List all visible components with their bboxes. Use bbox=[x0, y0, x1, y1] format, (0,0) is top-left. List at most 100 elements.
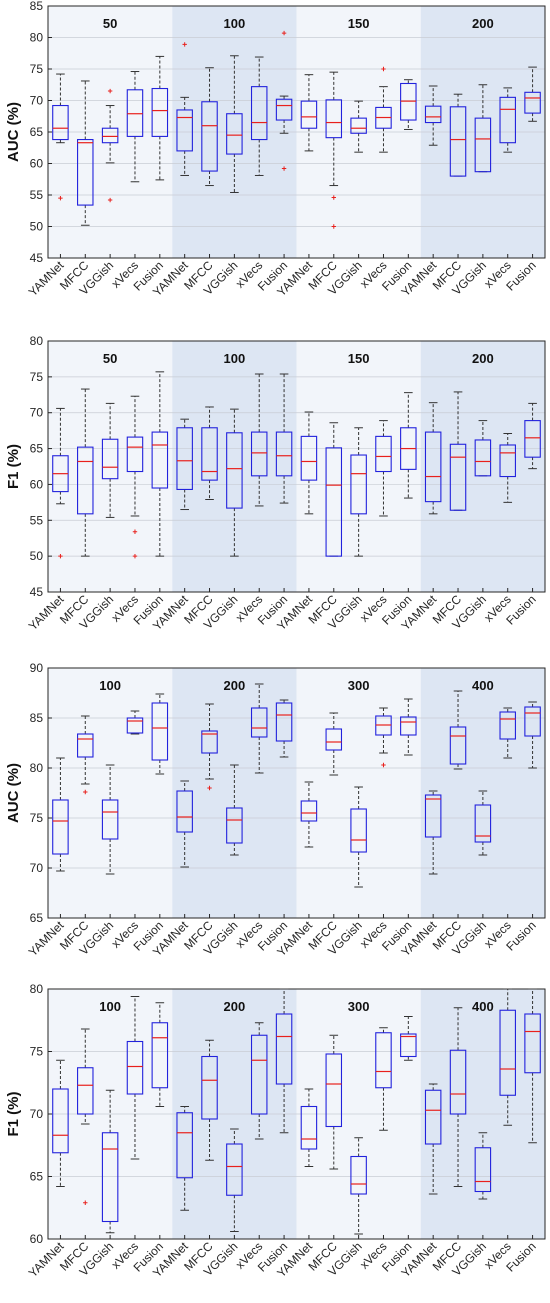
box-iqr bbox=[300, 1105, 318, 1150]
group-label-200: 200 bbox=[224, 678, 246, 693]
chart-panel-4: 60 65 70 75 80 F1 (%) 100 YAMNet MFCC VGGish xVecs… bbox=[0, 981, 550, 1303]
box-fusion-50 bbox=[151, 55, 169, 181]
box-iqr bbox=[250, 431, 268, 477]
box-vggish-50 bbox=[101, 88, 119, 203]
box-iqr bbox=[176, 1112, 193, 1179]
box-iqr bbox=[77, 139, 94, 206]
y-tick-label: 50 bbox=[30, 549, 44, 563]
group-label-50: 50 bbox=[103, 351, 117, 366]
box-iqr bbox=[449, 106, 467, 177]
y-tick-label: 65 bbox=[30, 442, 44, 456]
y-tick-label: 70 bbox=[30, 1107, 44, 1121]
box-iqr bbox=[449, 1049, 467, 1115]
box-fusion-150 bbox=[400, 392, 417, 499]
box-yamnet-100 bbox=[52, 1059, 69, 1187]
outlier-point bbox=[132, 529, 138, 534]
box-iqr bbox=[126, 436, 144, 473]
group-label-50: 50 bbox=[103, 16, 117, 31]
box-fusion-50 bbox=[151, 371, 169, 557]
box-vggish-100 bbox=[101, 764, 119, 875]
box-iqr bbox=[151, 431, 169, 489]
box-fusion-100 bbox=[151, 693, 169, 775]
box-iqr bbox=[201, 427, 218, 481]
box-iqr bbox=[275, 702, 293, 742]
box-iqr bbox=[400, 1033, 417, 1058]
outlier-point bbox=[381, 66, 386, 72]
box-vggish-200 bbox=[474, 84, 492, 173]
box-iqr bbox=[325, 99, 343, 139]
y-tick-label: 70 bbox=[30, 94, 44, 108]
outlier-point bbox=[132, 553, 138, 559]
outlier-point bbox=[281, 30, 287, 36]
box-vggish-300 bbox=[350, 1137, 367, 1235]
box-iqr bbox=[176, 790, 193, 833]
box-mfcc-150 bbox=[325, 71, 343, 229]
y-tick-label: 80 bbox=[30, 982, 44, 996]
box-iqr bbox=[474, 117, 492, 173]
box-vggish-150 bbox=[350, 427, 367, 557]
box-vggish-100 bbox=[226, 55, 243, 193]
box-iqr bbox=[325, 728, 343, 751]
box-iqr bbox=[250, 86, 268, 141]
box-iqr bbox=[449, 443, 467, 511]
box-iqr bbox=[524, 91, 541, 114]
box-yamnet-200 bbox=[176, 780, 193, 868]
group-label-200: 200 bbox=[472, 351, 494, 366]
outlier-point bbox=[331, 195, 336, 200]
group-label-400: 400 bbox=[472, 678, 494, 693]
box-iqr bbox=[499, 1009, 516, 1096]
outlier-point bbox=[83, 1200, 88, 1205]
box-iqr bbox=[499, 444, 516, 478]
box-iqr bbox=[375, 435, 392, 473]
plot-frame bbox=[47, 667, 546, 919]
box-xvecs-200 bbox=[499, 433, 516, 503]
box-fusion-200 bbox=[524, 66, 541, 122]
box-iqr bbox=[350, 454, 367, 515]
box-vggish-100 bbox=[101, 1089, 119, 1234]
y-axis-label: AUC (%) bbox=[5, 102, 22, 162]
box-iqr bbox=[52, 1088, 69, 1154]
box-iqr bbox=[151, 702, 169, 761]
group-label-400: 400 bbox=[472, 999, 494, 1014]
y-tick-label: 55 bbox=[30, 188, 44, 202]
outlier-point bbox=[182, 42, 187, 47]
y-tick-label: 65 bbox=[30, 1170, 44, 1184]
box-iqr bbox=[424, 105, 442, 124]
box-iqr bbox=[101, 438, 119, 480]
box-yamnet-200 bbox=[424, 402, 442, 515]
box-iqr bbox=[300, 800, 318, 822]
box-iqr bbox=[201, 101, 218, 172]
box-mfcc-100 bbox=[201, 406, 218, 500]
y-tick-label: 80 bbox=[30, 761, 44, 775]
box-iqr bbox=[275, 431, 293, 477]
box-iqr bbox=[449, 726, 467, 765]
y-tick-label: 60 bbox=[30, 1232, 44, 1246]
box-iqr bbox=[250, 1034, 268, 1115]
y-tick-label: 70 bbox=[30, 861, 44, 875]
y-tick-label: 50 bbox=[30, 220, 44, 234]
box-yamnet-300 bbox=[300, 1088, 318, 1167]
box-iqr bbox=[226, 807, 243, 844]
box-fusion-400 bbox=[524, 988, 541, 1144]
box-mfcc-300 bbox=[325, 1034, 343, 1170]
y-tick-label: 75 bbox=[30, 370, 44, 384]
box-fusion-150 bbox=[400, 79, 417, 130]
box-yamnet-400 bbox=[424, 1083, 442, 1195]
box-iqr bbox=[275, 98, 293, 121]
plot-frame bbox=[47, 988, 546, 1240]
y-tick-label: 90 bbox=[30, 661, 44, 675]
box-xvecs-50 bbox=[126, 395, 144, 559]
box-mfcc-50 bbox=[77, 80, 94, 226]
group-label-100: 100 bbox=[224, 16, 246, 31]
box-iqr bbox=[350, 117, 367, 134]
box-iqr bbox=[424, 1089, 442, 1145]
y-axis-label: AUC (%) bbox=[5, 763, 22, 823]
outlier-point bbox=[381, 762, 386, 768]
box-iqr bbox=[524, 706, 541, 737]
y-axis-label: F1 (%) bbox=[5, 1091, 22, 1136]
group-label-200: 200 bbox=[472, 16, 494, 31]
box-yamnet-50 bbox=[52, 407, 69, 559]
box-xvecs-100 bbox=[126, 996, 144, 1160]
box-xvecs-400 bbox=[499, 988, 516, 1126]
outlier-point bbox=[281, 166, 287, 171]
